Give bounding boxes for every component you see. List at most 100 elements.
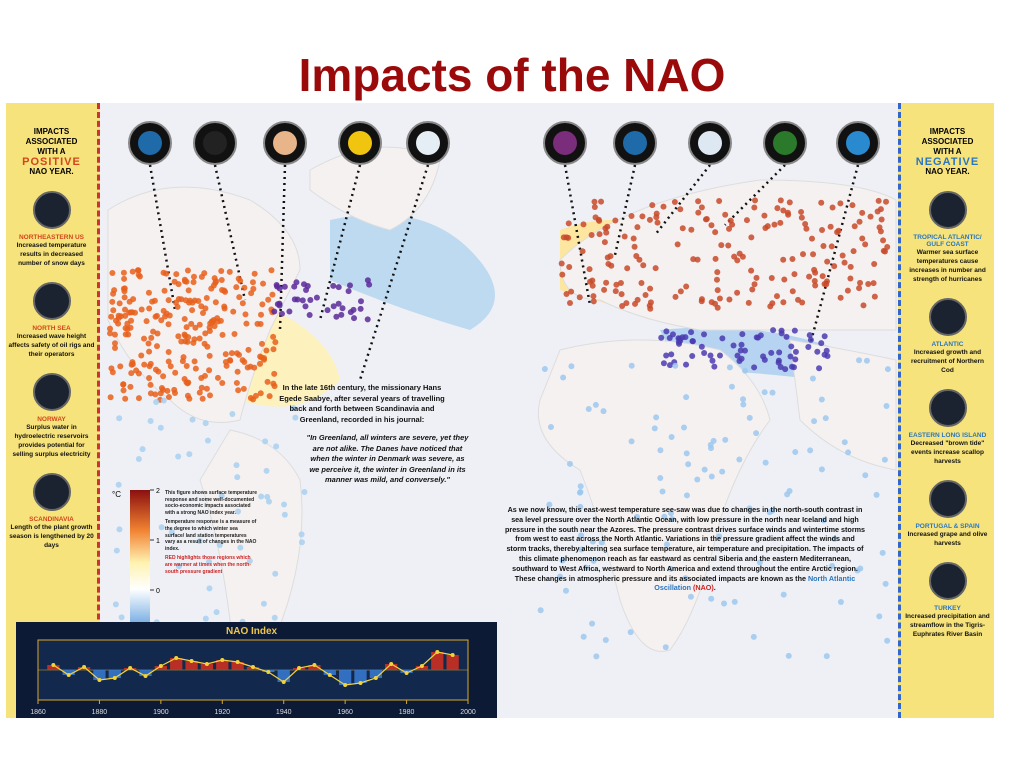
station-dot — [568, 288, 575, 295]
station-dot — [847, 275, 854, 282]
station-dot — [811, 278, 818, 285]
station-dot — [183, 324, 190, 331]
explanation-text: As we now know, this east-west temperatu… — [505, 505, 866, 583]
station-dot — [677, 206, 684, 213]
station-dot — [234, 368, 241, 375]
index-bar — [354, 670, 367, 683]
station-dot — [107, 325, 114, 332]
station-dot — [586, 266, 593, 273]
station-dot — [712, 229, 719, 236]
station-dot — [192, 324, 199, 331]
station-dot — [198, 273, 205, 280]
index-point — [158, 664, 163, 668]
station-dot — [128, 370, 135, 377]
index-point — [112, 676, 117, 680]
station-dot — [784, 209, 791, 216]
station-dot — [659, 488, 666, 495]
station-dot — [764, 223, 771, 230]
station-dot — [768, 349, 775, 356]
station-dot — [185, 334, 192, 341]
station-dot — [302, 303, 309, 310]
station-dot — [633, 513, 640, 520]
station-dot — [875, 197, 882, 204]
station-dot — [592, 401, 599, 408]
impact-icon — [928, 480, 967, 518]
station-dot — [674, 241, 681, 248]
station-dot — [260, 600, 267, 607]
nao-chart: NAO Index 1860 1880 1900 1920 1940 1960 1980 20… — [16, 622, 497, 718]
station-dot — [557, 573, 564, 580]
station-dot — [236, 294, 243, 301]
station-dot — [879, 549, 886, 556]
station-dot — [168, 529, 175, 536]
station-dot — [109, 369, 116, 376]
station-dot — [171, 278, 178, 285]
station-dot — [682, 575, 689, 582]
station-dot — [129, 268, 136, 275]
station-dot — [146, 374, 153, 381]
station-dot — [271, 383, 278, 390]
station-dot — [807, 336, 814, 343]
station-dot — [782, 366, 789, 373]
station-dot — [129, 359, 136, 366]
station-dot — [122, 306, 129, 313]
station-dot — [818, 396, 825, 403]
station-dot — [776, 349, 783, 356]
station-dot — [251, 364, 258, 371]
station-dot — [204, 343, 211, 350]
index-point — [373, 676, 378, 680]
station-dot — [147, 390, 154, 397]
station-dot — [752, 197, 759, 204]
station-dot — [627, 629, 634, 636]
station-dot — [652, 265, 659, 272]
station-dot — [831, 535, 838, 542]
station-dot — [820, 517, 827, 524]
station-dot — [683, 492, 690, 499]
station-dot — [871, 260, 878, 267]
station-dot — [357, 298, 364, 305]
station-dot — [579, 248, 586, 255]
station-dot — [160, 397, 167, 404]
station-dot — [218, 268, 225, 275]
station-dot — [269, 291, 276, 298]
station-dot — [164, 387, 171, 394]
station-dot — [701, 331, 708, 338]
station-dot — [707, 352, 714, 359]
station-dot — [634, 224, 641, 231]
station-dot — [165, 358, 172, 365]
station-dot — [290, 405, 297, 412]
station-dot — [189, 307, 196, 314]
station-dot — [272, 570, 279, 577]
station-dot — [714, 304, 721, 311]
station-dot — [667, 565, 674, 572]
station-dot — [601, 239, 608, 246]
station-dot — [661, 513, 668, 520]
station-dot — [728, 383, 735, 390]
index-bar — [308, 665, 321, 670]
station-dot — [689, 338, 696, 345]
station-dot — [604, 223, 611, 230]
station-dot — [257, 353, 264, 360]
station-dot — [135, 395, 142, 402]
station-dot — [812, 282, 819, 289]
station-dot — [301, 489, 308, 496]
station-dot — [173, 271, 180, 278]
station-dot — [726, 296, 733, 303]
station-dot — [591, 198, 598, 205]
station-dot — [191, 358, 198, 365]
station-dot — [179, 358, 186, 365]
station-dot — [264, 378, 271, 385]
station-dot — [714, 269, 721, 276]
station-dot — [719, 335, 726, 342]
negative-panel: IMPACTS ASSOCIATED WITH A NEGATIVE NAO Y… — [898, 103, 994, 718]
station-dot — [819, 273, 826, 280]
station-dot — [242, 311, 249, 318]
station-dot — [803, 225, 810, 232]
quote: "In Greenland, all winters are severe, y… — [306, 433, 469, 484]
station-dot — [206, 367, 213, 374]
station-dot — [860, 302, 867, 309]
station-dot — [791, 271, 798, 278]
station-dot — [186, 299, 193, 306]
station-dot — [226, 268, 233, 275]
station-dot — [814, 348, 821, 355]
